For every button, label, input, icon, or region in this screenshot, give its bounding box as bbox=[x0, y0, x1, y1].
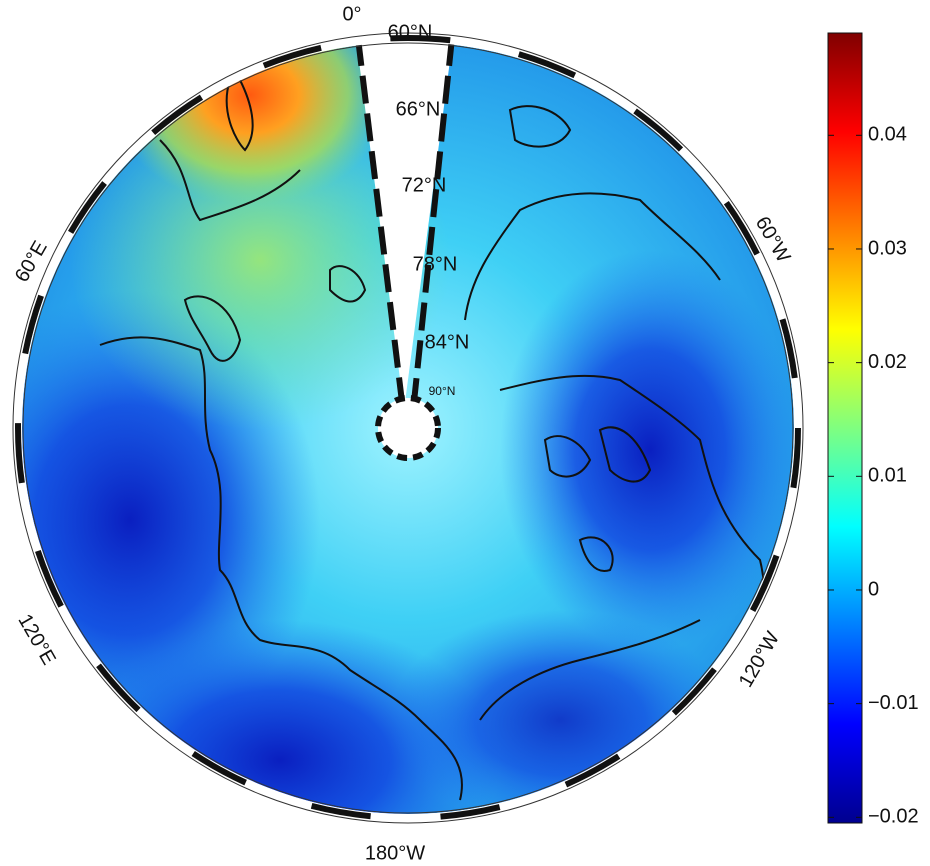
colorbar-tick-label: 0 bbox=[868, 578, 879, 600]
latitude-label: 90°N bbox=[429, 384, 456, 398]
longitude-label: 120°E bbox=[13, 610, 59, 668]
colorbar-tick-label: 0.03 bbox=[868, 237, 907, 259]
colorbar bbox=[827, 32, 863, 824]
longitude-label: 120°W bbox=[735, 628, 784, 691]
longitude-label: 0° bbox=[342, 3, 361, 25]
latitude-label: 66°N bbox=[396, 98, 441, 120]
colorbar-tick-label: 0.01 bbox=[868, 465, 907, 487]
latitude-label: 72°N bbox=[402, 174, 447, 196]
latitude-label: 84°N bbox=[425, 331, 470, 353]
colorbar-tick-label: −0.02 bbox=[868, 806, 919, 828]
latitude-label: 60°N bbox=[388, 21, 433, 43]
latitude-label: 78°N bbox=[413, 253, 458, 275]
colorbar-tick-label: −0.01 bbox=[868, 692, 919, 714]
map-rim-dashes bbox=[15, 35, 801, 821]
wedge-gap bbox=[355, 30, 454, 410]
longitude-label: 180°W bbox=[365, 842, 425, 864]
colorbar-tick-label: 0.02 bbox=[868, 351, 907, 373]
map-rim-outline bbox=[12, 32, 804, 824]
wedge-edge bbox=[411, 37, 455, 403]
colorbar-tick-label: 0.04 bbox=[868, 124, 907, 146]
map-rim-inner bbox=[22, 42, 794, 814]
wedge-edge bbox=[355, 37, 405, 403]
pole-ring bbox=[375, 395, 441, 461]
